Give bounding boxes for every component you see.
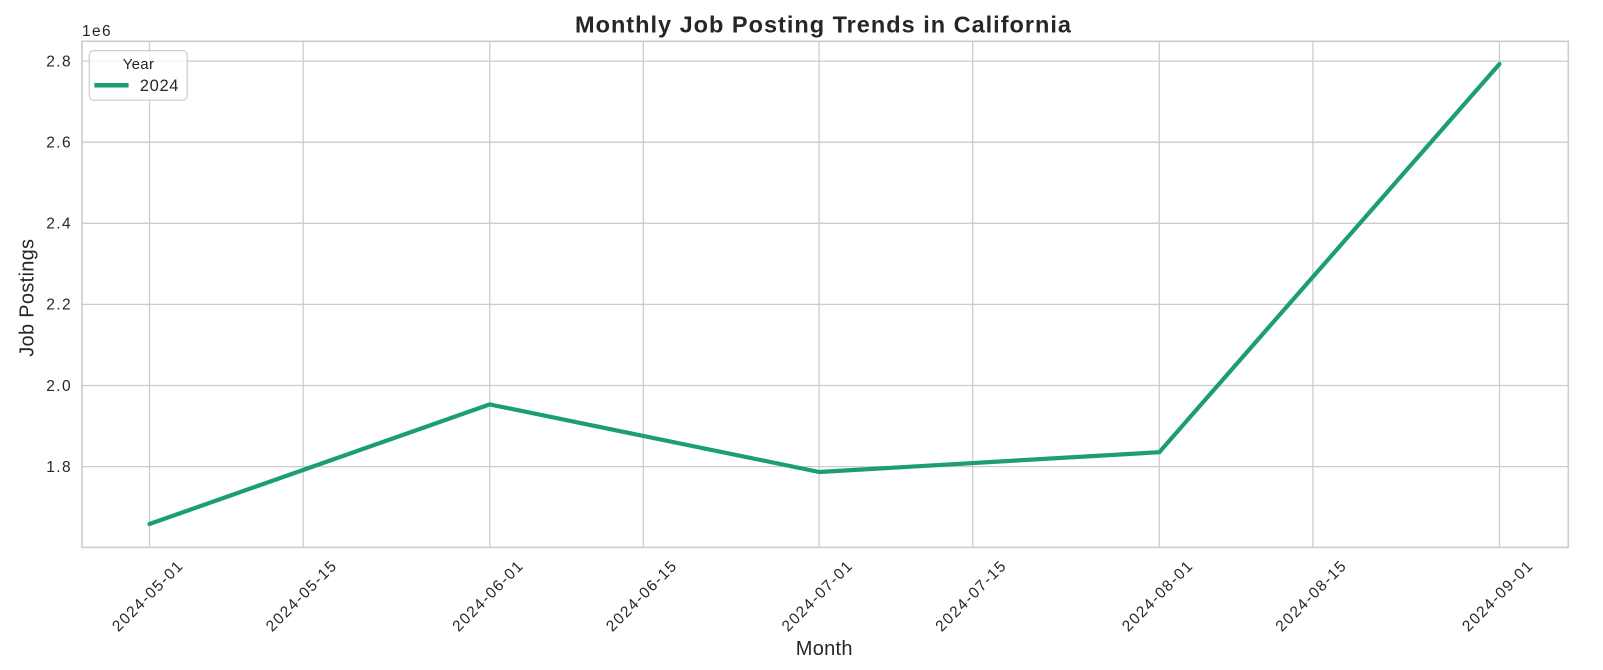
svg-text:2024-05-15: 2024-05-15 [263, 557, 341, 635]
svg-text:2024-09-01: 2024-09-01 [1459, 557, 1537, 635]
svg-text:2.6: 2.6 [46, 135, 72, 152]
svg-text:2024: 2024 [140, 77, 179, 95]
svg-text:2024-08-01: 2024-08-01 [1119, 557, 1197, 635]
svg-text:2024-06-01: 2024-06-01 [449, 557, 527, 635]
svg-text:Monthly Job Posting Trends in: Monthly Job Posting Trends in California [575, 12, 1072, 38]
svg-text:Job Postings: Job Postings [17, 239, 39, 357]
svg-text:2.8: 2.8 [46, 53, 72, 70]
svg-text:2.2: 2.2 [46, 297, 72, 314]
svg-text:2024-07-01: 2024-07-01 [779, 557, 857, 635]
svg-text:2024-06-15: 2024-06-15 [603, 557, 681, 635]
svg-text:2024-07-15: 2024-07-15 [932, 557, 1010, 635]
svg-text:2.0: 2.0 [46, 378, 72, 395]
svg-text:Year: Year [123, 56, 155, 73]
svg-text:2.4: 2.4 [46, 216, 72, 233]
svg-text:1e6: 1e6 [82, 23, 112, 40]
svg-text:2024-05-01: 2024-05-01 [109, 557, 187, 635]
svg-text:1.8: 1.8 [46, 459, 72, 476]
svg-text:Month: Month [796, 638, 853, 660]
svg-text:2024-08-15: 2024-08-15 [1273, 557, 1351, 635]
